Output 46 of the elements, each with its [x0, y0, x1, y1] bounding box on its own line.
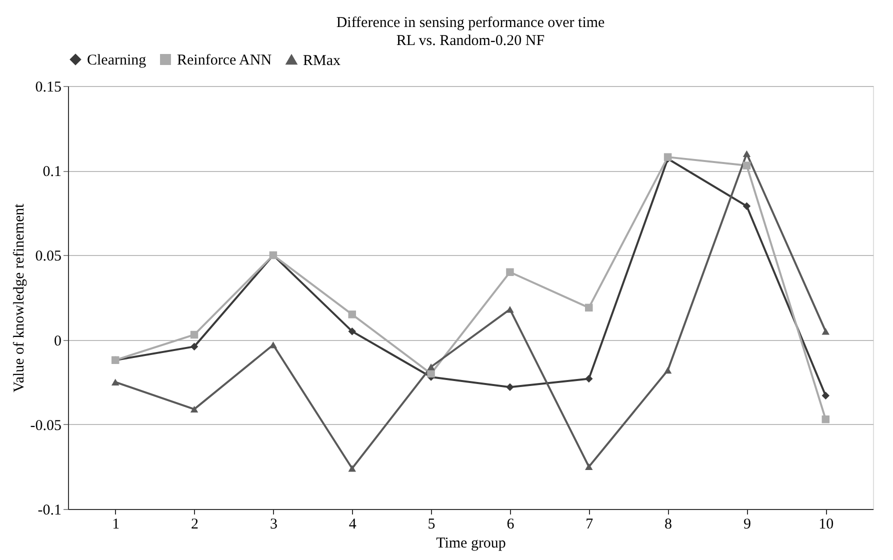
x-tick-label: 10 [818, 516, 834, 532]
point [585, 374, 593, 383]
point [585, 463, 593, 470]
x-tick-label: 1 [112, 516, 120, 532]
point [742, 150, 751, 158]
point [190, 330, 198, 339]
legend-label: Clearning [87, 52, 147, 69]
point [664, 366, 672, 374]
point [742, 202, 751, 210]
legend-label: Reinforce ANN [177, 52, 272, 69]
y-tick-label: 0.15 [35, 80, 62, 96]
y-tick-label: 0.05 [35, 248, 62, 265]
point [585, 304, 593, 312]
x-tick-label: 8 [664, 516, 672, 532]
x-tick-label: 9 [743, 516, 751, 532]
x-tick-label: 6 [506, 516, 515, 532]
point [348, 310, 356, 318]
point [269, 342, 278, 348]
y-tick-label: 0.1 [42, 164, 62, 180]
chart-subtitle: RL vs. Random-0.20 NF [396, 33, 545, 49]
point [348, 327, 356, 336]
point [822, 415, 830, 424]
point [111, 378, 120, 386]
x-tick-label: 3 [270, 516, 278, 532]
point [822, 328, 830, 335]
legend-label: RMax [303, 52, 341, 69]
x-tick-label: 7 [586, 516, 594, 532]
point [427, 370, 435, 378]
x-tick-label: 2 [191, 516, 199, 532]
x-tick-label: 5 [428, 516, 436, 532]
point [348, 465, 356, 472]
point [506, 383, 514, 392]
point [190, 406, 198, 413]
point [190, 342, 198, 350]
y-tick-label: -0.1 [38, 502, 62, 518]
point [742, 162, 751, 170]
y-axis-title: Value of knowledge refinement [11, 202, 28, 392]
point [506, 306, 514, 313]
x-axis-title: Time group [436, 536, 506, 552]
chart-title: Difference in sensing performance over time [336, 15, 606, 31]
y-tick-label: -0.05 [30, 418, 62, 434]
x-tick-label: 4 [348, 516, 357, 532]
point [427, 364, 435, 370]
point [506, 268, 514, 276]
y-tick-label: 0 [54, 333, 62, 350]
point [822, 392, 830, 400]
